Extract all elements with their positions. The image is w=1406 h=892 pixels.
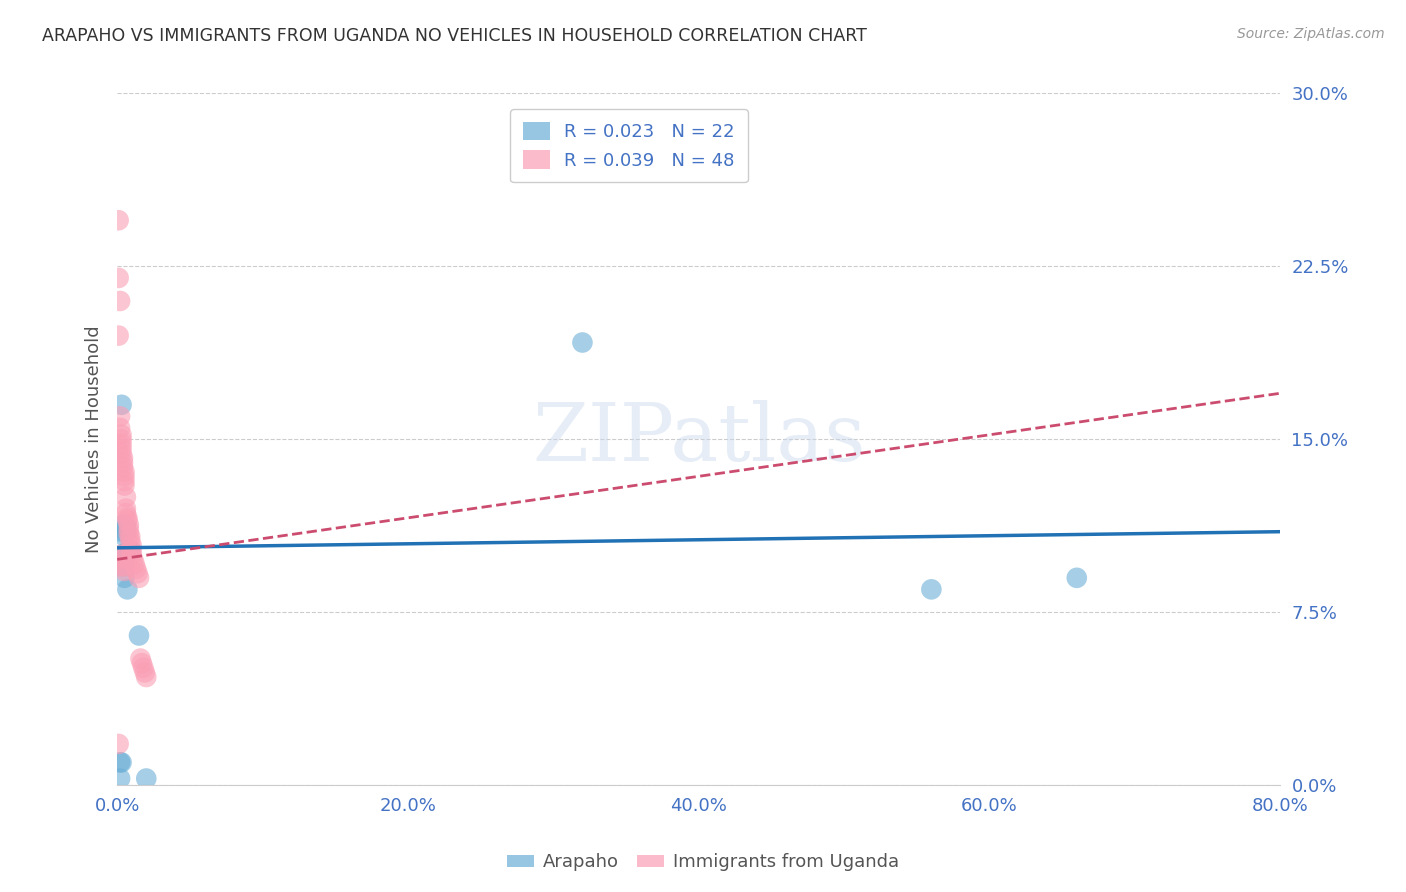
Point	[128, 628, 150, 642]
Point	[108, 756, 131, 770]
Point	[111, 450, 134, 465]
Point	[108, 421, 131, 435]
Point	[111, 548, 134, 562]
Point	[107, 213, 129, 227]
Legend: Arapaho, Immigrants from Uganda: Arapaho, Immigrants from Uganda	[499, 847, 907, 879]
Point	[125, 561, 148, 575]
Point	[135, 670, 157, 684]
Point	[114, 559, 136, 574]
Point	[115, 490, 138, 504]
Point	[115, 501, 138, 516]
Point	[115, 506, 138, 520]
Point	[121, 548, 143, 562]
Point	[111, 517, 134, 532]
Point	[132, 661, 155, 675]
Text: Source: ZipAtlas.com: Source: ZipAtlas.com	[1237, 27, 1385, 41]
Point	[111, 455, 134, 469]
Point	[120, 543, 142, 558]
Point	[121, 543, 143, 558]
Point	[115, 524, 138, 539]
Point	[110, 427, 132, 442]
Text: ARAPAHO VS IMMIGRANTS FROM UGANDA NO VEHICLES IN HOUSEHOLD CORRELATION CHART: ARAPAHO VS IMMIGRANTS FROM UGANDA NO VEH…	[42, 27, 868, 45]
Point	[107, 328, 129, 343]
Point	[134, 665, 156, 680]
Y-axis label: No Vehicles in Household: No Vehicles in Household	[86, 326, 103, 553]
Point	[111, 559, 134, 574]
Point	[118, 517, 141, 532]
Point	[108, 293, 131, 308]
Point	[571, 335, 593, 350]
Point	[128, 571, 150, 585]
Point	[118, 527, 141, 541]
Point	[108, 548, 131, 562]
Legend: R = 0.023   N = 22, R = 0.039   N = 48: R = 0.023 N = 22, R = 0.039 N = 48	[510, 110, 748, 182]
Point	[110, 446, 132, 460]
Point	[135, 772, 157, 786]
Point	[114, 465, 136, 479]
Text: ZIPatlas: ZIPatlas	[531, 401, 866, 478]
Point	[114, 529, 136, 543]
Point	[129, 651, 152, 665]
Point	[120, 529, 142, 543]
Point	[110, 524, 132, 539]
Point	[120, 533, 142, 548]
Point	[107, 737, 129, 751]
Point	[114, 469, 136, 483]
Point	[108, 772, 131, 786]
Point	[114, 552, 136, 566]
Point	[1066, 571, 1088, 585]
Point	[110, 398, 132, 412]
Point	[117, 582, 139, 597]
Point	[118, 543, 141, 558]
Point	[121, 539, 143, 553]
Point	[114, 474, 136, 488]
Point	[114, 564, 136, 578]
Point	[131, 656, 153, 670]
Point	[117, 511, 139, 525]
Point	[110, 442, 132, 456]
Point	[115, 548, 138, 562]
Point	[122, 552, 145, 566]
Point	[127, 566, 149, 581]
Point	[920, 582, 942, 597]
Point	[118, 522, 141, 536]
Point	[117, 513, 139, 527]
Point	[110, 437, 132, 451]
Point	[108, 409, 131, 424]
Point	[114, 478, 136, 492]
Point	[114, 571, 136, 585]
Point	[110, 756, 132, 770]
Point	[111, 460, 134, 475]
Point	[114, 552, 136, 566]
Point	[115, 520, 138, 534]
Point	[110, 548, 132, 562]
Point	[107, 271, 129, 285]
Point	[110, 433, 132, 447]
Point	[124, 557, 146, 571]
Point	[110, 559, 132, 574]
